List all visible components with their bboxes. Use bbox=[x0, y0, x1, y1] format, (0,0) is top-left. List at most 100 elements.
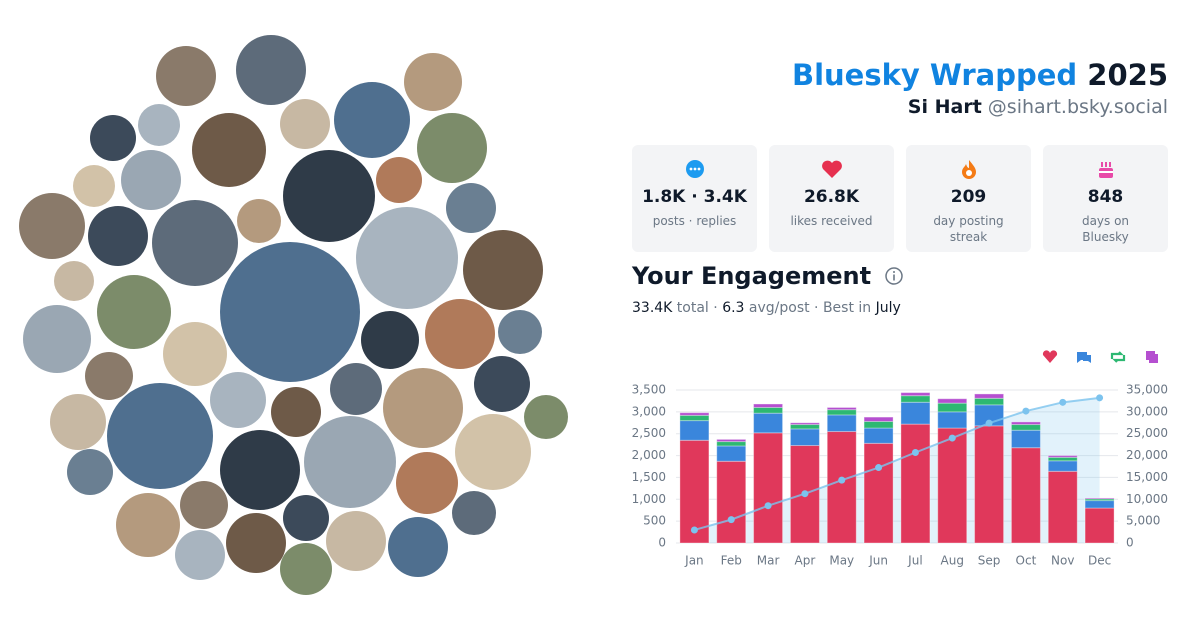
heart-icon bbox=[821, 160, 842, 178]
y-tick-label: 500 bbox=[643, 514, 666, 528]
stat-label: likes received bbox=[790, 214, 873, 228]
avatar bbox=[90, 115, 136, 161]
avatar bbox=[156, 46, 216, 106]
bar-segment bbox=[679, 439, 710, 544]
avatar bbox=[455, 414, 531, 490]
bar-segment bbox=[826, 414, 857, 433]
legend-icon[interactable] bbox=[1077, 352, 1091, 363]
x-tick-label: Feb bbox=[721, 554, 742, 568]
info-icon[interactable] bbox=[884, 266, 904, 286]
avatar bbox=[210, 372, 266, 428]
stats: 1.8K · 3.4K posts · replies 26.8K likes … bbox=[632, 145, 1168, 252]
bar-segment bbox=[900, 423, 931, 544]
y-tick-label: 2,500 bbox=[632, 426, 666, 440]
avatar bbox=[220, 430, 300, 510]
avatar bbox=[474, 356, 530, 412]
avatar bbox=[19, 193, 85, 259]
avatar bbox=[97, 275, 171, 349]
avatar bbox=[280, 99, 330, 149]
bar-segment bbox=[937, 402, 968, 413]
line-point bbox=[985, 419, 993, 427]
bar-segment bbox=[1047, 456, 1078, 462]
summary-part: total · bbox=[672, 300, 723, 316]
avatar bbox=[67, 449, 113, 495]
line-point bbox=[690, 526, 698, 534]
avatar bbox=[326, 511, 386, 571]
title-text: Bluesky Wrapped bbox=[791, 58, 1078, 92]
bar-segment bbox=[1047, 470, 1078, 544]
x-tick-label: Dec bbox=[1088, 554, 1111, 568]
summary: 33.4K total · 6.3 avg/post · Best in Jul… bbox=[632, 300, 904, 316]
y-tick-label: 3,000 bbox=[632, 404, 666, 418]
avatar bbox=[163, 322, 227, 386]
bar-segment bbox=[789, 422, 820, 426]
user: Si Hart @sihart.bsky.social bbox=[792, 96, 1168, 118]
summary-part: avg/post · Best in bbox=[744, 300, 876, 316]
engagement: Your Engagement 33.4K total · 6.3 avg/po… bbox=[632, 262, 904, 316]
x-tick-label: Mar bbox=[757, 554, 780, 568]
legend-icon[interactable] bbox=[1042, 350, 1058, 363]
stat-card: 1.8K · 3.4K posts · replies bbox=[632, 145, 757, 252]
legend-icon[interactable] bbox=[1110, 351, 1126, 363]
x-tick-label: Apr bbox=[795, 554, 816, 568]
bar-segment bbox=[863, 442, 894, 544]
y2-tick-label: 0 bbox=[1126, 536, 1134, 550]
summary-part: 33.4K bbox=[632, 300, 673, 316]
avatar bbox=[73, 165, 115, 207]
bar-segment bbox=[1010, 421, 1041, 426]
bar-segment bbox=[789, 428, 820, 447]
legend-icon[interactable] bbox=[1146, 351, 1158, 363]
stat-card: 209 day posting streak bbox=[906, 145, 1031, 252]
line-point bbox=[875, 464, 883, 472]
avatar bbox=[524, 395, 568, 439]
bar-segment bbox=[826, 406, 857, 411]
avatar bbox=[361, 311, 419, 369]
bar-segment bbox=[716, 441, 747, 447]
y2-tick-label: 5,000 bbox=[1126, 514, 1160, 528]
chat-icon bbox=[685, 160, 704, 178]
y2-tick-label: 20,000 bbox=[1126, 448, 1168, 462]
avatar bbox=[396, 452, 458, 514]
title: Bluesky Wrapped 2025 bbox=[792, 58, 1168, 92]
avatar bbox=[236, 35, 306, 105]
avatar bbox=[226, 513, 286, 573]
bar-segment bbox=[974, 397, 1005, 406]
stat-value: 26.8K bbox=[803, 187, 860, 207]
line-point bbox=[764, 502, 772, 510]
y2-tick-label: 15,000 bbox=[1126, 470, 1168, 484]
y2-tick-label: 30,000 bbox=[1126, 404, 1168, 418]
avatar bbox=[138, 104, 180, 146]
avatar bbox=[498, 310, 542, 354]
avatar bbox=[88, 206, 148, 266]
y-tick-label: 2,000 bbox=[632, 448, 666, 462]
bar-segment bbox=[753, 432, 784, 544]
engagement-chart: 0 500 1,000 1,500 2,000 2,500 3,000 3,500 0 5,000… bbox=[632, 350, 1168, 568]
x-tick-label: Jun bbox=[868, 554, 888, 568]
x-tick-label: Jan bbox=[684, 554, 704, 568]
bar-segment bbox=[900, 401, 931, 425]
line-point bbox=[911, 449, 919, 457]
avatar bbox=[330, 363, 382, 415]
avatar-cloud bbox=[19, 35, 568, 595]
line-point bbox=[838, 476, 846, 484]
x-tick-label: Nov bbox=[1051, 554, 1074, 568]
avatar bbox=[356, 207, 458, 309]
cumulative-line bbox=[694, 396, 1100, 531]
avatar bbox=[271, 387, 321, 437]
avatar bbox=[50, 394, 106, 450]
avatar bbox=[334, 82, 410, 158]
avatar bbox=[180, 481, 228, 529]
bar-segment bbox=[1084, 497, 1115, 500]
bar-segment bbox=[1084, 500, 1115, 509]
bar-segment bbox=[1010, 429, 1041, 449]
stat-label: days on Bluesky bbox=[1081, 214, 1130, 244]
line-point bbox=[727, 516, 735, 524]
avatar bbox=[463, 230, 543, 310]
stat-label: day posting streak bbox=[933, 214, 1004, 244]
bar-segment bbox=[716, 438, 747, 443]
bar-segment bbox=[1047, 460, 1078, 472]
bar-segment bbox=[826, 409, 857, 416]
stat-card: 848 days on Bluesky bbox=[1043, 145, 1168, 252]
avatar bbox=[23, 305, 91, 373]
bar-segment bbox=[937, 427, 968, 544]
